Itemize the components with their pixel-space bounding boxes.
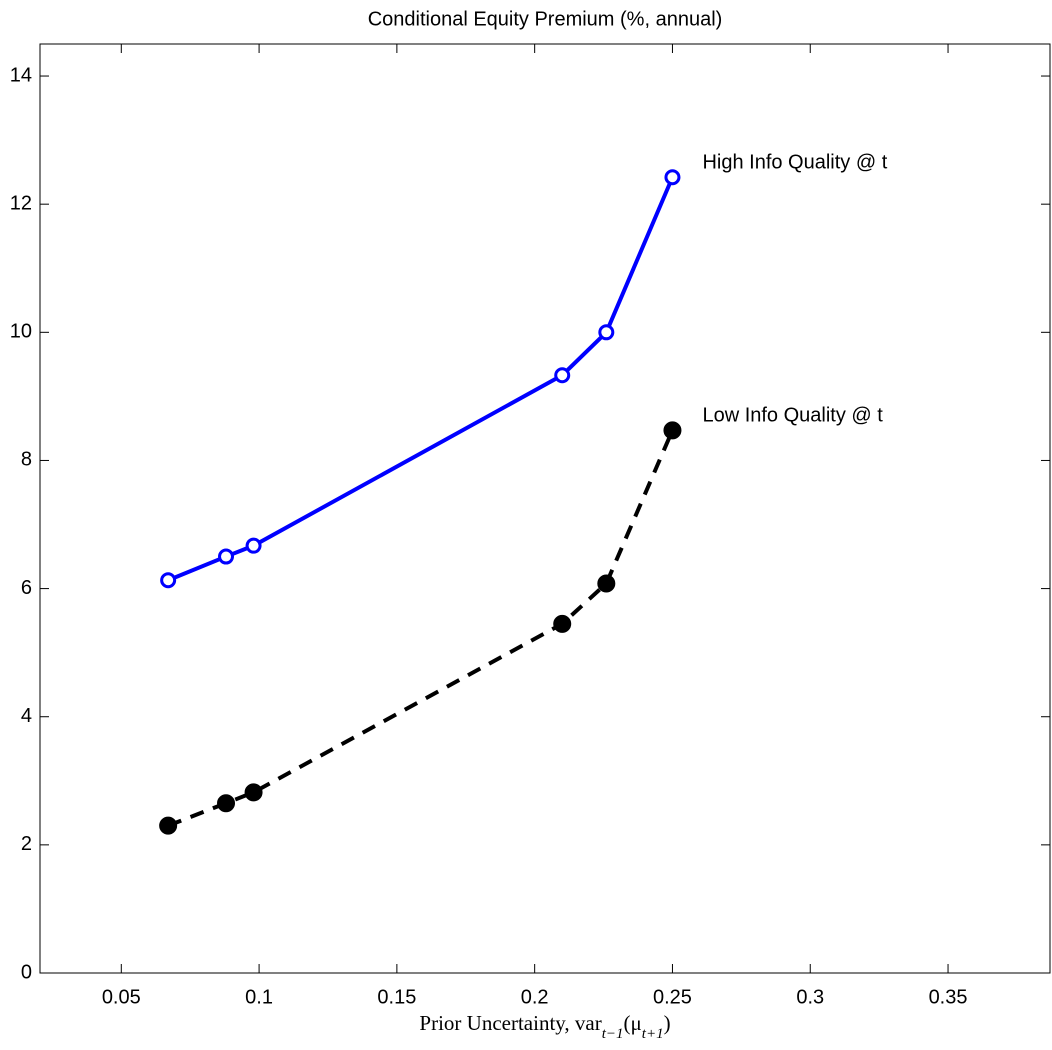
marker xyxy=(553,614,572,633)
series-label: Low Info Quality @ t xyxy=(702,405,883,427)
y-tick-label: 6 xyxy=(21,577,32,599)
marker xyxy=(554,367,571,384)
x-tick-label: 0.25 xyxy=(653,986,692,1008)
y-tick-label: 0 xyxy=(21,961,32,983)
y-tick-label: 14 xyxy=(10,64,32,86)
x-axis-label: Prior Uncertainty, vart−1(μt+1) xyxy=(419,1011,670,1042)
marker xyxy=(218,548,235,565)
marker xyxy=(598,324,615,341)
y-tick-label: 8 xyxy=(21,449,32,471)
marker xyxy=(160,572,177,589)
x-tick-label: 0.15 xyxy=(377,986,416,1008)
y-tick-label: 4 xyxy=(21,705,32,727)
chart-title: Conditional Equity Premium (%, annual) xyxy=(368,8,723,30)
marker xyxy=(664,169,681,186)
y-tick-label: 12 xyxy=(10,192,32,214)
plot-frame xyxy=(39,43,1051,974)
marker xyxy=(159,816,178,835)
marker xyxy=(245,537,262,554)
x-tick-label: 0.35 xyxy=(929,986,968,1008)
marker xyxy=(244,783,263,802)
series-line xyxy=(167,429,675,828)
marker xyxy=(597,574,616,593)
series-label: High Info Quality @ t xyxy=(702,152,887,174)
x-tick-label: 0.2 xyxy=(521,986,549,1008)
x-tick-label: 0.05 xyxy=(102,986,141,1008)
series-line xyxy=(167,176,675,583)
marker xyxy=(663,421,682,440)
x-tick-label: 0.1 xyxy=(245,986,273,1008)
y-tick-label: 10 xyxy=(10,321,32,343)
y-tick-label: 2 xyxy=(21,833,32,855)
marker xyxy=(217,794,236,813)
x-tick-label: 0.3 xyxy=(796,986,824,1008)
